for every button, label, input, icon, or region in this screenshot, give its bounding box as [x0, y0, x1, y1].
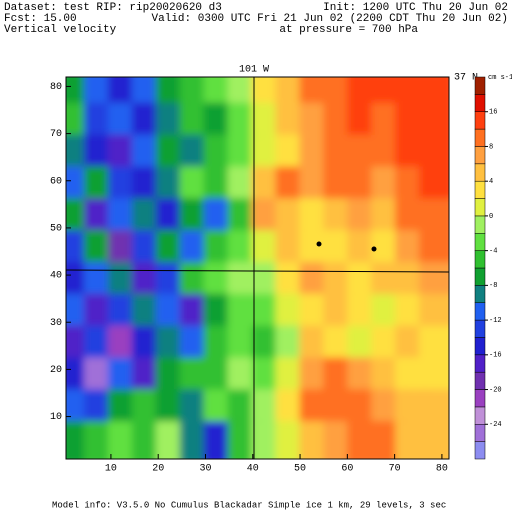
colorbar-band	[474, 215, 486, 234]
header-line: at pressure = 700 hPa	[279, 24, 418, 36]
colorbar-tick-label: 8	[489, 143, 493, 151]
field	[66, 77, 449, 459]
colorbar-tick-label: -4	[489, 247, 497, 255]
header-line: Dataset: test RIP: rip20020620 d3	[4, 2, 222, 14]
x-tick-label: 60	[341, 464, 353, 475]
header-line: Init: 1200 UTC Thu 20 Jun 02	[323, 2, 508, 14]
colorbar-band	[474, 198, 486, 217]
x-tick-label: 80	[436, 464, 448, 475]
colorbar-band	[474, 441, 486, 460]
colorbar-units: cm s-1	[488, 74, 512, 82]
colorbar-band	[474, 267, 486, 286]
station	[371, 246, 377, 252]
y-tick-label: 70	[50, 129, 62, 140]
x-tick-label: 50	[294, 464, 306, 475]
colorbar-band	[474, 285, 486, 303]
colorbar-band	[474, 250, 486, 269]
header-line: Fcst: 15.00	[4, 13, 77, 25]
y-tick-label: 40	[50, 271, 62, 282]
colorbar-band	[474, 233, 486, 251]
x-tick-label: 20	[152, 464, 164, 475]
colorbar-tick-label: 4	[489, 178, 493, 186]
colorbar-band	[474, 319, 486, 338]
right-label: 37 N	[454, 73, 478, 84]
colorbar-band	[474, 354, 486, 373]
colorbar-band	[474, 180, 486, 199]
colorbar-band	[474, 389, 486, 408]
station	[316, 241, 322, 247]
y-tick-label: 60	[50, 176, 62, 187]
y-tick-label: 20	[50, 365, 62, 376]
colorbar-band	[474, 146, 486, 165]
colorbar-tick-label: -24	[489, 421, 502, 429]
colorbar-tick-label: -16	[489, 352, 502, 360]
colorbar-tick-label: -12	[489, 317, 502, 325]
colorbar-band	[474, 371, 486, 390]
field-cell	[419, 421, 449, 459]
y-tick-label: 30	[50, 318, 62, 329]
colorbar-band	[474, 302, 486, 321]
colorbar-band	[474, 94, 486, 112]
colorbar-tick-label: -20	[489, 386, 502, 394]
header-line: Vertical velocity	[4, 24, 117, 36]
footer: Model info: V3.5.0 No Cumulus Blackadar …	[52, 500, 446, 510]
colorbar-band	[474, 424, 486, 442]
colorbar-tick-label: 0	[489, 213, 493, 221]
colorbar-band	[474, 111, 486, 130]
x-tick-label: 30	[199, 464, 211, 475]
x-tick-label: 70	[389, 464, 401, 475]
header-line: Valid: 0300 UTC Fri 21 Jun 02 (2200 CDT …	[152, 13, 508, 25]
x-tick-label: 10	[105, 464, 117, 475]
colorbar-band	[474, 337, 486, 356]
y-tick-label: 50	[50, 224, 62, 235]
x-tick-label: 40	[247, 464, 259, 475]
colorbar-tick-label: 16	[489, 109, 497, 117]
colorbar-band	[474, 163, 486, 182]
plot-frame	[65, 76, 450, 460]
parallel	[65, 269, 450, 273]
y-tick-label: 10	[50, 412, 62, 423]
colorbar-band	[474, 76, 486, 95]
colorbar-band	[474, 128, 486, 147]
y-tick-label: 80	[50, 82, 62, 93]
colorbar-band	[474, 406, 486, 425]
top-label: 101 W	[239, 65, 269, 76]
colorbar-tick-label: -8	[489, 282, 497, 290]
